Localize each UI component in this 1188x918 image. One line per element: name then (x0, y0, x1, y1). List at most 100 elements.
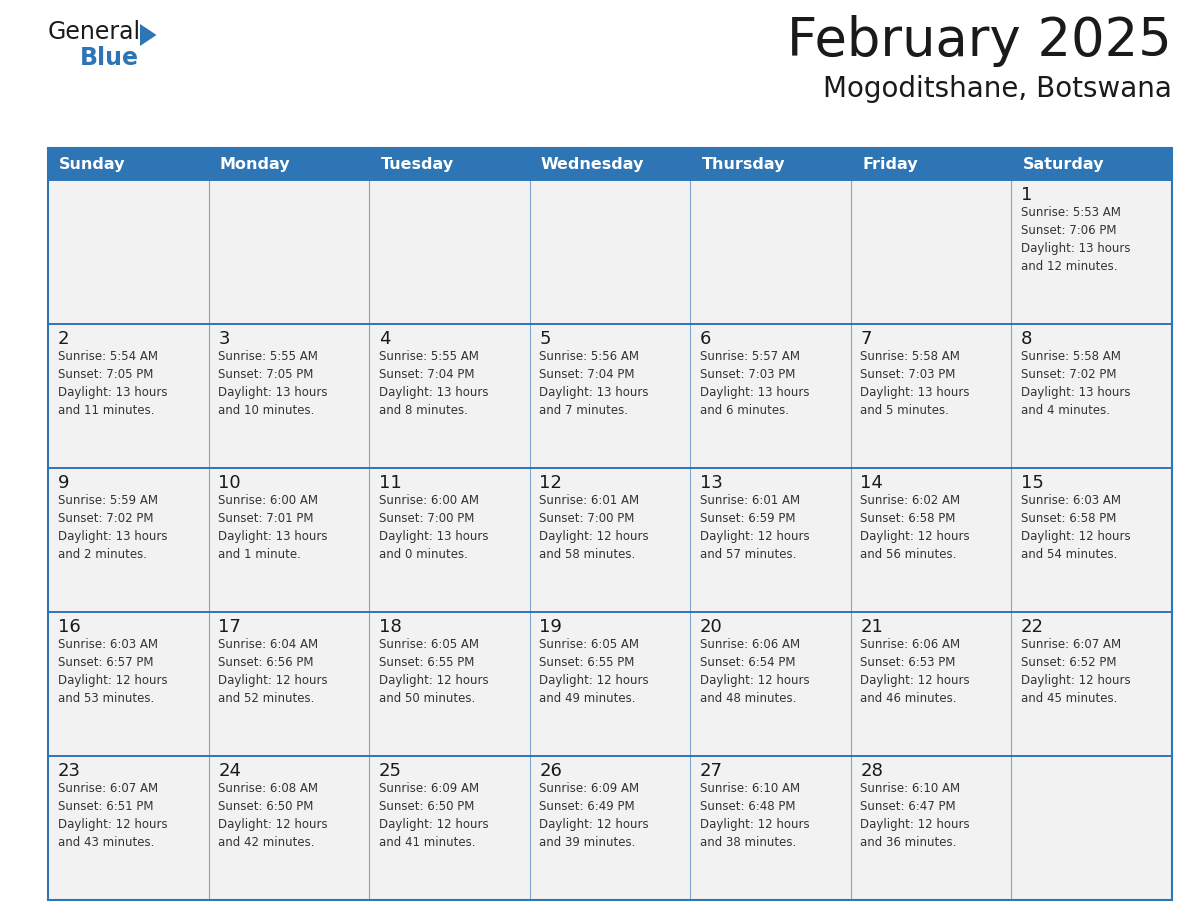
Text: Sunrise: 6:03 AM
Sunset: 6:58 PM
Daylight: 12 hours
and 54 minutes.: Sunrise: 6:03 AM Sunset: 6:58 PM Dayligh… (1020, 494, 1131, 561)
Text: Sunrise: 6:02 AM
Sunset: 6:58 PM
Daylight: 12 hours
and 56 minutes.: Sunrise: 6:02 AM Sunset: 6:58 PM Dayligh… (860, 494, 971, 561)
Bar (209, 468, 369, 612)
Text: 16: 16 (58, 618, 81, 636)
Text: Sunrise: 6:09 AM
Sunset: 6:49 PM
Daylight: 12 hours
and 39 minutes.: Sunrise: 6:09 AM Sunset: 6:49 PM Dayligh… (539, 782, 649, 849)
Bar (369, 756, 530, 900)
Bar (369, 180, 530, 324)
Text: 21: 21 (860, 618, 884, 636)
Text: 11: 11 (379, 474, 402, 492)
Text: Sunrise: 6:06 AM
Sunset: 6:53 PM
Daylight: 12 hours
and 46 minutes.: Sunrise: 6:06 AM Sunset: 6:53 PM Dayligh… (860, 638, 971, 705)
Polygon shape (140, 24, 157, 46)
Text: 6: 6 (700, 330, 712, 348)
Text: 1: 1 (1020, 186, 1032, 204)
Bar (1011, 612, 1173, 756)
Text: 4: 4 (379, 330, 391, 348)
Text: Sunrise: 6:01 AM
Sunset: 7:00 PM
Daylight: 12 hours
and 58 minutes.: Sunrise: 6:01 AM Sunset: 7:00 PM Dayligh… (539, 494, 649, 561)
Text: Sunrise: 6:05 AM
Sunset: 6:55 PM
Daylight: 12 hours
and 50 minutes.: Sunrise: 6:05 AM Sunset: 6:55 PM Dayligh… (379, 638, 488, 705)
Bar (851, 468, 1011, 612)
Text: 25: 25 (379, 762, 402, 780)
Bar (48, 180, 209, 324)
Bar (209, 324, 369, 468)
Text: 10: 10 (219, 474, 241, 492)
Bar (530, 756, 690, 900)
Bar (48, 468, 209, 612)
Bar (48, 612, 209, 756)
Text: February 2025: February 2025 (788, 15, 1173, 67)
Text: Sunrise: 6:01 AM
Sunset: 6:59 PM
Daylight: 12 hours
and 57 minutes.: Sunrise: 6:01 AM Sunset: 6:59 PM Dayligh… (700, 494, 809, 561)
Bar (1011, 148, 1173, 180)
Bar (690, 180, 851, 324)
Text: Monday: Monday (220, 156, 290, 172)
Bar (209, 612, 369, 756)
Bar (851, 324, 1011, 468)
Text: Sunrise: 6:05 AM
Sunset: 6:55 PM
Daylight: 12 hours
and 49 minutes.: Sunrise: 6:05 AM Sunset: 6:55 PM Dayligh… (539, 638, 649, 705)
Text: Sunrise: 6:10 AM
Sunset: 6:48 PM
Daylight: 12 hours
and 38 minutes.: Sunrise: 6:10 AM Sunset: 6:48 PM Dayligh… (700, 782, 809, 849)
Bar (530, 180, 690, 324)
Bar (690, 324, 851, 468)
Text: 5: 5 (539, 330, 551, 348)
Text: 12: 12 (539, 474, 562, 492)
Text: Sunrise: 5:57 AM
Sunset: 7:03 PM
Daylight: 13 hours
and 6 minutes.: Sunrise: 5:57 AM Sunset: 7:03 PM Dayligh… (700, 350, 809, 417)
Text: Sunrise: 6:07 AM
Sunset: 6:52 PM
Daylight: 12 hours
and 45 minutes.: Sunrise: 6:07 AM Sunset: 6:52 PM Dayligh… (1020, 638, 1131, 705)
Text: 20: 20 (700, 618, 722, 636)
Bar (851, 612, 1011, 756)
Text: Blue: Blue (80, 46, 139, 70)
Bar (690, 612, 851, 756)
Text: 26: 26 (539, 762, 562, 780)
Bar (1011, 468, 1173, 612)
Bar (209, 756, 369, 900)
Text: 2: 2 (58, 330, 69, 348)
Text: Sunrise: 5:53 AM
Sunset: 7:06 PM
Daylight: 13 hours
and 12 minutes.: Sunrise: 5:53 AM Sunset: 7:06 PM Dayligh… (1020, 206, 1131, 273)
Bar (369, 324, 530, 468)
Text: 27: 27 (700, 762, 723, 780)
Text: Sunrise: 6:00 AM
Sunset: 7:01 PM
Daylight: 13 hours
and 1 minute.: Sunrise: 6:00 AM Sunset: 7:01 PM Dayligh… (219, 494, 328, 561)
Text: 15: 15 (1020, 474, 1044, 492)
Text: Sunrise: 5:56 AM
Sunset: 7:04 PM
Daylight: 13 hours
and 7 minutes.: Sunrise: 5:56 AM Sunset: 7:04 PM Dayligh… (539, 350, 649, 417)
Bar (48, 148, 1173, 900)
Bar (369, 612, 530, 756)
Text: 14: 14 (860, 474, 884, 492)
Text: 28: 28 (860, 762, 884, 780)
Text: 24: 24 (219, 762, 241, 780)
Text: 23: 23 (58, 762, 81, 780)
Text: Sunrise: 6:00 AM
Sunset: 7:00 PM
Daylight: 13 hours
and 0 minutes.: Sunrise: 6:00 AM Sunset: 7:00 PM Dayligh… (379, 494, 488, 561)
Text: Friday: Friday (862, 156, 917, 172)
Text: Saturday: Saturday (1023, 156, 1104, 172)
Bar (530, 148, 690, 180)
Bar (690, 148, 851, 180)
Text: 7: 7 (860, 330, 872, 348)
Text: Sunrise: 6:07 AM
Sunset: 6:51 PM
Daylight: 12 hours
and 43 minutes.: Sunrise: 6:07 AM Sunset: 6:51 PM Dayligh… (58, 782, 168, 849)
Text: Sunrise: 6:09 AM
Sunset: 6:50 PM
Daylight: 12 hours
and 41 minutes.: Sunrise: 6:09 AM Sunset: 6:50 PM Dayligh… (379, 782, 488, 849)
Bar (48, 148, 209, 180)
Text: 19: 19 (539, 618, 562, 636)
Bar (1011, 756, 1173, 900)
Bar (530, 324, 690, 468)
Text: 22: 22 (1020, 618, 1044, 636)
Bar (690, 468, 851, 612)
Text: General: General (48, 20, 141, 44)
Bar (48, 324, 209, 468)
Text: Sunrise: 6:03 AM
Sunset: 6:57 PM
Daylight: 12 hours
and 53 minutes.: Sunrise: 6:03 AM Sunset: 6:57 PM Dayligh… (58, 638, 168, 705)
Text: 18: 18 (379, 618, 402, 636)
Text: Sunrise: 6:10 AM
Sunset: 6:47 PM
Daylight: 12 hours
and 36 minutes.: Sunrise: 6:10 AM Sunset: 6:47 PM Dayligh… (860, 782, 971, 849)
Text: Sunrise: 5:55 AM
Sunset: 7:05 PM
Daylight: 13 hours
and 10 minutes.: Sunrise: 5:55 AM Sunset: 7:05 PM Dayligh… (219, 350, 328, 417)
Bar (530, 612, 690, 756)
Text: 9: 9 (58, 474, 69, 492)
Text: Thursday: Thursday (702, 156, 785, 172)
Bar (690, 756, 851, 900)
Text: Tuesday: Tuesday (380, 156, 454, 172)
Bar (851, 148, 1011, 180)
Text: Sunrise: 5:59 AM
Sunset: 7:02 PM
Daylight: 13 hours
and 2 minutes.: Sunrise: 5:59 AM Sunset: 7:02 PM Dayligh… (58, 494, 168, 561)
Bar (1011, 180, 1173, 324)
Bar (851, 756, 1011, 900)
Text: 8: 8 (1020, 330, 1032, 348)
Bar (48, 756, 209, 900)
Bar (209, 148, 369, 180)
Text: Sunrise: 6:04 AM
Sunset: 6:56 PM
Daylight: 12 hours
and 52 minutes.: Sunrise: 6:04 AM Sunset: 6:56 PM Dayligh… (219, 638, 328, 705)
Text: Sunrise: 5:58 AM
Sunset: 7:02 PM
Daylight: 13 hours
and 4 minutes.: Sunrise: 5:58 AM Sunset: 7:02 PM Dayligh… (1020, 350, 1131, 417)
Text: 13: 13 (700, 474, 722, 492)
Text: Sunday: Sunday (59, 156, 126, 172)
Text: 17: 17 (219, 618, 241, 636)
Bar (530, 468, 690, 612)
Bar (369, 468, 530, 612)
Text: Mogoditshane, Botswana: Mogoditshane, Botswana (823, 75, 1173, 103)
